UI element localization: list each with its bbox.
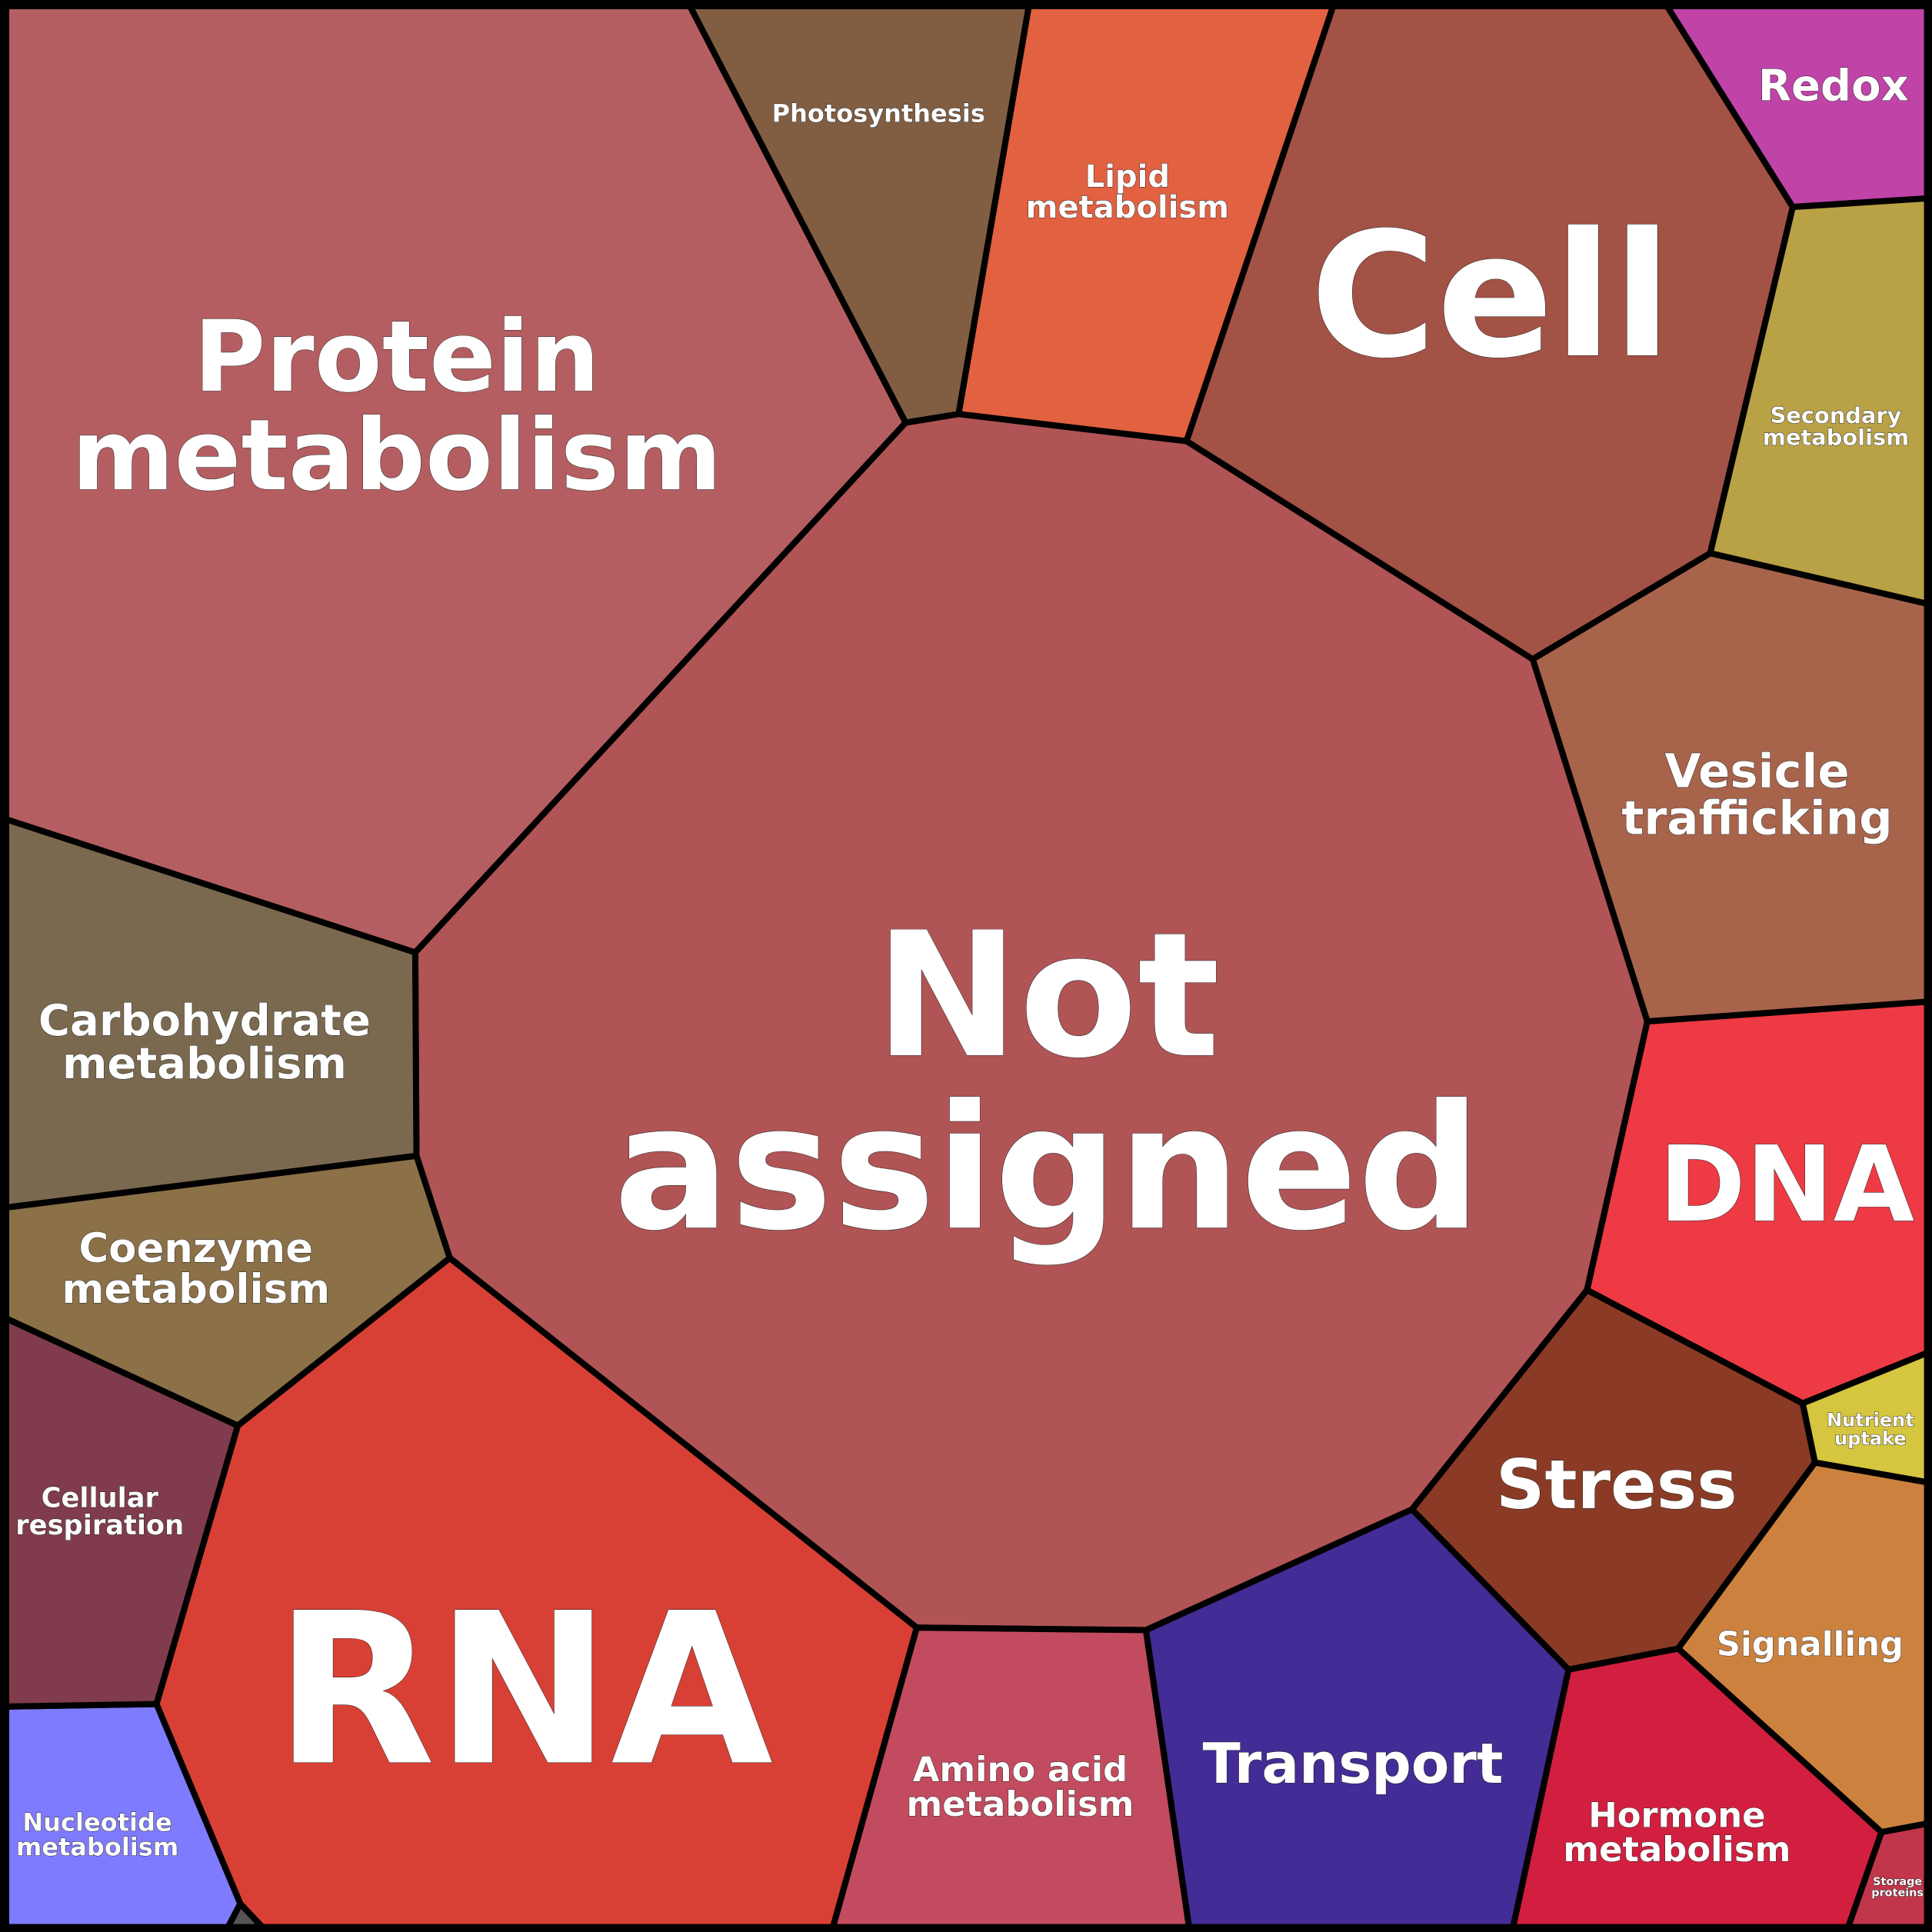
cell-label: Nucleotide bbox=[22, 1807, 172, 1837]
cell-label: Stress bbox=[1496, 1445, 1737, 1524]
cell-label: Secondary bbox=[1770, 402, 1902, 428]
cell-label: Transport bbox=[1203, 1732, 1504, 1797]
cell-label: Lipid bbox=[1085, 159, 1170, 195]
cell-label: Protein bbox=[194, 300, 601, 415]
cell-label: Amino acid bbox=[913, 1749, 1128, 1790]
cell-label: metabolism bbox=[1026, 190, 1229, 225]
cell-label: metabolism bbox=[1563, 1829, 1790, 1870]
cell-label: metabolism bbox=[62, 1039, 347, 1089]
cell-label: Coenzyme bbox=[78, 1225, 313, 1272]
cell-label: uptake bbox=[1834, 1427, 1907, 1449]
cell-label: Hormone bbox=[1588, 1794, 1765, 1835]
cell-label: respiration bbox=[15, 1510, 184, 1541]
cell-label: metabolism bbox=[907, 1784, 1134, 1824]
cell-label: metabolism bbox=[62, 1266, 330, 1313]
cell-label: RNA bbox=[275, 1569, 774, 1813]
cell-label: Nutrient bbox=[1827, 1409, 1914, 1431]
cell-label: assigned bbox=[614, 1068, 1481, 1268]
cell-label: Cell bbox=[1310, 195, 1671, 396]
cell-label: metabolism bbox=[72, 398, 722, 513]
cell-label: trafficking bbox=[1621, 791, 1892, 845]
cell-label: DNA bbox=[1659, 1124, 1914, 1246]
cell-label: Signalling bbox=[1717, 1626, 1904, 1664]
cell-label: Carbohydrate bbox=[38, 996, 371, 1046]
cell-label: proteins bbox=[1871, 1887, 1924, 1900]
cell-label: Vesicle bbox=[1664, 744, 1849, 798]
cell-label: Cellular bbox=[42, 1483, 159, 1514]
cell-label: metabolism bbox=[16, 1832, 178, 1861]
cell-label: Redox bbox=[1758, 62, 1909, 112]
cell-label: metabolism bbox=[1763, 425, 1909, 451]
cell-label: Photosynthesis bbox=[772, 98, 985, 128]
cell-label: Storage bbox=[1873, 1876, 1922, 1888]
cell-label: Not bbox=[874, 895, 1220, 1096]
